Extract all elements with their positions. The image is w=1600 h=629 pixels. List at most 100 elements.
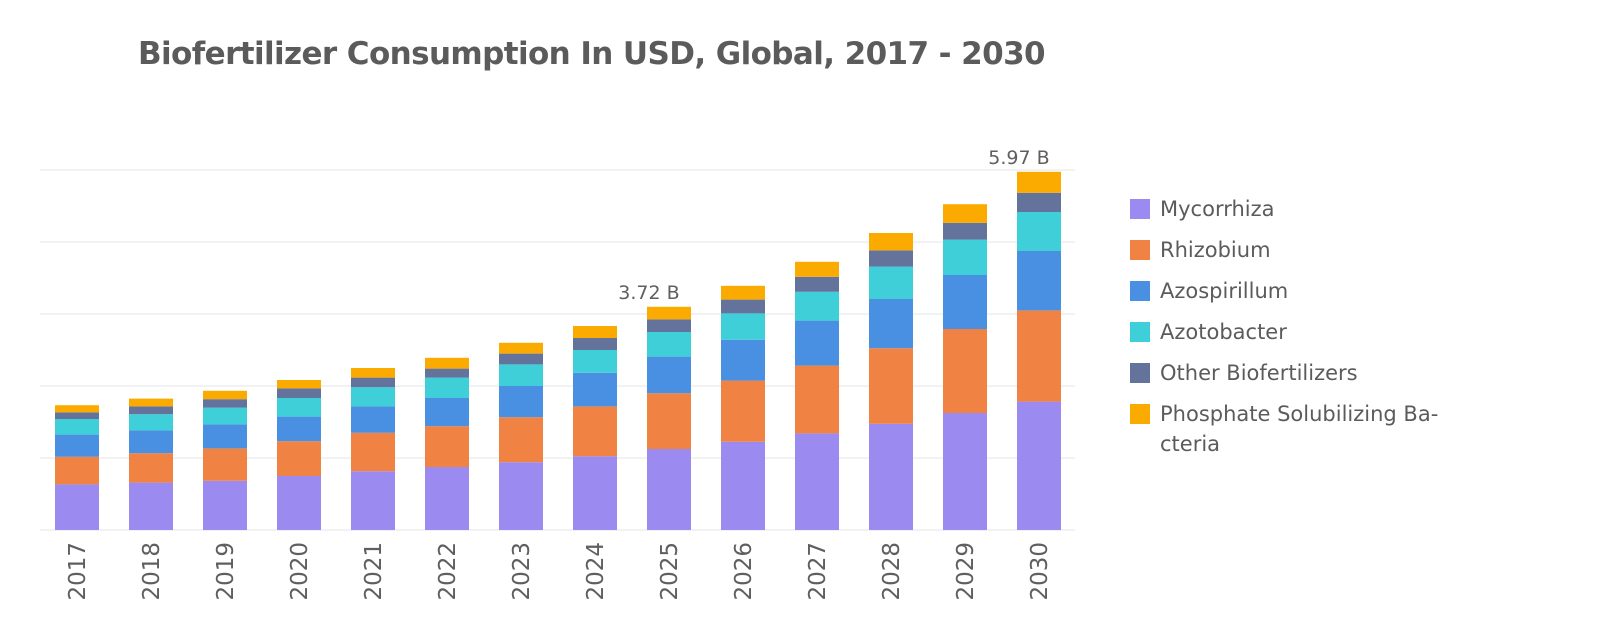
legend-label: Rhizobium (1160, 238, 1271, 262)
bar-segment-rhizobium-2018[interactable] (129, 453, 173, 483)
bar-segment-azotobacter-2024[interactable] (573, 350, 617, 373)
bar-layer (55, 171, 1061, 530)
bar-segment-mycorrhiza-2029[interactable] (943, 413, 987, 530)
bar-segment-mycorrhiza-2017[interactable] (55, 484, 99, 530)
bar-segment-mycorrhiza-2020[interactable] (277, 476, 321, 530)
bar-segment-phosphate-solubilizing-bacteria-2022[interactable] (425, 357, 469, 369)
bar-segment-other-biofertilizers-2028[interactable] (869, 250, 913, 267)
bar-segment-rhizobium-2029[interactable] (943, 329, 987, 413)
bar-segment-other-biofertilizers-2021[interactable] (351, 377, 395, 388)
legend-label: Other Biofertilizers (1160, 361, 1358, 385)
bar-segment-phosphate-solubilizing-bacteria-2020[interactable] (277, 380, 321, 389)
x-tick-label-2023: 2023 (509, 542, 535, 601)
bar-segment-azospirillum-2023[interactable] (499, 386, 543, 418)
bar-segment-azospirillum-2026[interactable] (721, 339, 765, 381)
x-tick-label-2017: 2017 (65, 542, 91, 601)
bar-segment-azotobacter-2028[interactable] (869, 266, 913, 299)
bar-segment-phosphate-solubilizing-bacteria-2017[interactable] (55, 405, 99, 413)
bar-segment-phosphate-solubilizing-bacteria-2019[interactable] (203, 390, 247, 400)
bar-segment-azospirillum-2019[interactable] (203, 424, 247, 449)
legend-item[interactable]: Other Biofertilizers (1130, 358, 1460, 388)
bar-segment-azospirillum-2022[interactable] (425, 398, 469, 427)
legend-item[interactable]: Azotobacter (1130, 317, 1460, 347)
bar-segment-other-biofertilizers-2024[interactable] (573, 338, 617, 350)
bar-segment-mycorrhiza-2022[interactable] (425, 467, 469, 530)
bar-segment-azotobacter-2025[interactable] (647, 332, 691, 357)
bar-segment-rhizobium-2021[interactable] (351, 432, 395, 472)
bar-segment-azospirillum-2028[interactable] (869, 299, 913, 349)
bar-segment-azospirillum-2025[interactable] (647, 356, 691, 394)
bar-segment-mycorrhiza-2021[interactable] (351, 471, 395, 530)
bar-segment-rhizobium-2026[interactable] (721, 380, 765, 442)
bar-segment-mycorrhiza-2025[interactable] (647, 449, 691, 530)
x-tick-label-2030: 2030 (1027, 542, 1053, 601)
bar-segment-phosphate-solubilizing-bacteria-2018[interactable] (129, 398, 173, 407)
legend-item[interactable]: Mycorrhiza (1130, 194, 1460, 224)
bar-segment-mycorrhiza-2019[interactable] (203, 480, 247, 530)
bar-segment-phosphate-solubilizing-bacteria-2023[interactable] (499, 342, 543, 354)
bar-segment-azospirillum-2020[interactable] (277, 416, 321, 442)
bar-segment-phosphate-solubilizing-bacteria-2026[interactable] (721, 285, 765, 300)
bar-segment-azospirillum-2021[interactable] (351, 406, 395, 433)
bar-segment-azospirillum-2017[interactable] (55, 434, 99, 457)
bar-segment-other-biofertilizers-2026[interactable] (721, 299, 765, 314)
bar-segment-mycorrhiza-2023[interactable] (499, 462, 543, 530)
bar-segment-other-biofertilizers-2020[interactable] (277, 388, 321, 398)
x-axis: 2017 2018 2019 2020 2021 2022 2023 2024 2025 2026… (65, 542, 1053, 601)
bar-segment-azotobacter-2027[interactable] (795, 291, 839, 321)
bar-segment-mycorrhiza-2018[interactable] (129, 482, 173, 530)
bar-segment-rhizobium-2028[interactable] (869, 348, 913, 424)
bar-segment-other-biofertilizers-2018[interactable] (129, 406, 173, 415)
legend-swatch (1130, 363, 1150, 383)
bar-segment-mycorrhiza-2030[interactable] (1017, 401, 1061, 530)
bar-segment-rhizobium-2020[interactable] (277, 441, 321, 476)
bar-segment-azotobacter-2019[interactable] (203, 407, 247, 425)
bar-segment-rhizobium-2022[interactable] (425, 426, 469, 467)
bar-segment-azospirillum-2018[interactable] (129, 430, 173, 454)
bar-segment-phosphate-solubilizing-bacteria-2027[interactable] (795, 261, 839, 277)
legend-item[interactable]: Rhizobium (1130, 235, 1460, 265)
bar-segment-azotobacter-2029[interactable] (943, 239, 987, 275)
bar-segment-other-biofertilizers-2029[interactable] (943, 222, 987, 240)
bar-segment-azotobacter-2022[interactable] (425, 377, 469, 398)
bar-segment-other-biofertilizers-2022[interactable] (425, 368, 469, 378)
bar-segment-azotobacter-2017[interactable] (55, 419, 99, 435)
x-tick-label-2018: 2018 (139, 542, 165, 601)
bar-segment-phosphate-solubilizing-bacteria-2028[interactable] (869, 233, 913, 251)
bar-segment-mycorrhiza-2024[interactable] (573, 456, 617, 530)
bar-segment-azotobacter-2026[interactable] (721, 313, 765, 340)
bar-segment-azotobacter-2030[interactable] (1017, 212, 1061, 251)
bar-segment-other-biofertilizers-2027[interactable] (795, 276, 839, 292)
bar-segment-mycorrhiza-2026[interactable] (721, 441, 765, 530)
x-tick-label-2028: 2028 (879, 542, 905, 601)
bar-segment-rhizobium-2025[interactable] (647, 393, 691, 449)
bar-segment-azospirillum-2024[interactable] (573, 372, 617, 407)
bar-segment-azospirillum-2029[interactable] (943, 275, 987, 329)
bar-segment-azotobacter-2018[interactable] (129, 414, 173, 431)
bar-segment-phosphate-solubilizing-bacteria-2030[interactable] (1017, 171, 1061, 193)
bar-segment-other-biofertilizers-2025[interactable] (647, 319, 691, 332)
bar-segment-azotobacter-2020[interactable] (277, 398, 321, 417)
bar-segment-phosphate-solubilizing-bacteria-2021[interactable] (351, 368, 395, 378)
bar-segment-rhizobium-2024[interactable] (573, 406, 617, 457)
bar-segment-rhizobium-2030[interactable] (1017, 310, 1061, 402)
bar-segment-other-biofertilizers-2019[interactable] (203, 399, 247, 408)
bar-segment-rhizobium-2027[interactable] (795, 365, 839, 434)
bar-segment-azotobacter-2023[interactable] (499, 364, 543, 386)
legend-item[interactable]: Azospirillum (1130, 276, 1460, 306)
bar-segment-phosphate-solubilizing-bacteria-2024[interactable] (573, 326, 617, 338)
bar-segment-rhizobium-2017[interactable] (55, 456, 99, 485)
bar-segment-other-biofertilizers-2023[interactable] (499, 353, 543, 365)
bar-segment-mycorrhiza-2027[interactable] (795, 433, 839, 530)
bar-segment-rhizobium-2023[interactable] (499, 417, 543, 463)
bar-segment-azotobacter-2021[interactable] (351, 387, 395, 407)
bar-segment-phosphate-solubilizing-bacteria-2029[interactable] (943, 204, 987, 223)
bar-segment-rhizobium-2019[interactable] (203, 448, 247, 481)
bar-segment-azospirillum-2027[interactable] (795, 320, 839, 366)
bar-segment-phosphate-solubilizing-bacteria-2025[interactable] (647, 306, 691, 320)
bar-segment-azospirillum-2030[interactable] (1017, 251, 1061, 311)
legend-item[interactable]: Phosphate Solubilizing Ba-cteria (1130, 399, 1460, 459)
bar-segment-other-biofertilizers-2017[interactable] (55, 412, 99, 419)
bar-segment-mycorrhiza-2028[interactable] (869, 423, 913, 530)
bar-segment-other-biofertilizers-2030[interactable] (1017, 192, 1061, 212)
